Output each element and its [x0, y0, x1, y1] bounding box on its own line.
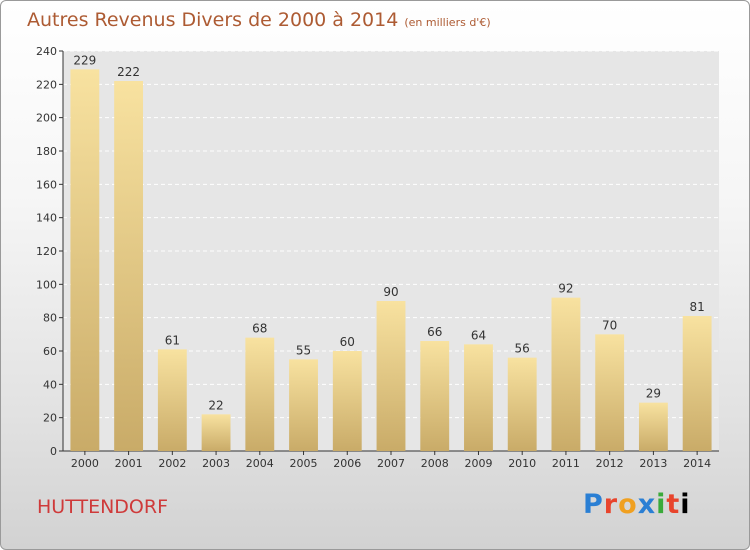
data-label: 22: [208, 398, 223, 412]
y-tick-label: 160: [36, 178, 57, 191]
data-label: 222: [117, 65, 140, 79]
data-label: 60: [340, 335, 355, 349]
data-label: 64: [471, 328, 486, 342]
y-tick-label: 240: [36, 45, 57, 58]
y-tick-label: 80: [43, 312, 57, 325]
data-label: 68: [252, 322, 267, 336]
bar: [420, 341, 450, 451]
data-label: 90: [383, 285, 398, 299]
bar: [507, 357, 537, 451]
bar: [114, 81, 144, 451]
data-label: 81: [689, 300, 704, 314]
y-tick-label: 40: [43, 378, 57, 391]
x-tick-label: 2010: [508, 457, 536, 470]
bar: [551, 297, 581, 451]
data-label: 61: [165, 333, 180, 347]
y-tick-label: 140: [36, 212, 57, 225]
x-tick-label: 2005: [290, 457, 318, 470]
chart-title: Autres Revenus Divers de 2000 à 2014 (en …: [27, 9, 491, 31]
bar: [332, 351, 362, 451]
data-label: 29: [646, 387, 661, 401]
x-tick-label: 2012: [596, 457, 624, 470]
chart-unit: (en milliers d'€): [404, 16, 491, 29]
bar: [376, 301, 406, 451]
x-tick-label: 2008: [421, 457, 449, 470]
proxiti-logo[interactable]: Proxiti: [583, 489, 691, 520]
y-tick-label: 0: [50, 445, 57, 458]
y-tick-label: 200: [36, 112, 57, 125]
data-label: 70: [602, 318, 617, 332]
y-tick-label: 120: [36, 245, 57, 258]
x-tick-label: 2000: [71, 457, 99, 470]
x-tick-label: 2002: [158, 457, 186, 470]
data-label: 92: [558, 282, 573, 296]
data-label: 56: [515, 342, 530, 356]
bar: [289, 359, 318, 451]
bar: [595, 334, 625, 451]
x-tick-label: 2014: [683, 457, 711, 470]
x-tick-label: 2009: [464, 457, 492, 470]
commune-name: HUTTENDORF: [37, 496, 169, 518]
y-tick-label: 20: [43, 412, 57, 425]
chart-title-text: Autres Revenus Divers de 2000 à 2014: [27, 9, 399, 31]
x-tick-label: 2003: [202, 457, 230, 470]
x-tick-label: 2006: [333, 457, 361, 470]
x-tick-label: 2007: [377, 457, 405, 470]
data-label: 55: [296, 343, 311, 357]
bar: [638, 402, 668, 451]
data-label: 66: [427, 325, 442, 339]
data-label: 229: [73, 53, 96, 67]
x-tick-label: 2011: [552, 457, 580, 470]
bar: [201, 414, 231, 451]
y-tick-label: 220: [36, 78, 57, 91]
y-tick-label: 60: [43, 345, 57, 358]
plot-area: 0 20 40 60 80 100 120 140 160 180 200 220 240 229 2000…: [36, 45, 719, 470]
x-tick-label: 2004: [246, 457, 274, 470]
y-tick-label: 100: [36, 278, 57, 291]
y-tick-label: 180: [36, 145, 57, 158]
bar: [157, 349, 187, 451]
x-tick-label: 2013: [639, 457, 667, 470]
bar: [682, 316, 712, 451]
bar: [464, 344, 493, 451]
bar: [245, 337, 275, 451]
x-tick-label: 2001: [115, 457, 143, 470]
bar: [70, 69, 100, 451]
